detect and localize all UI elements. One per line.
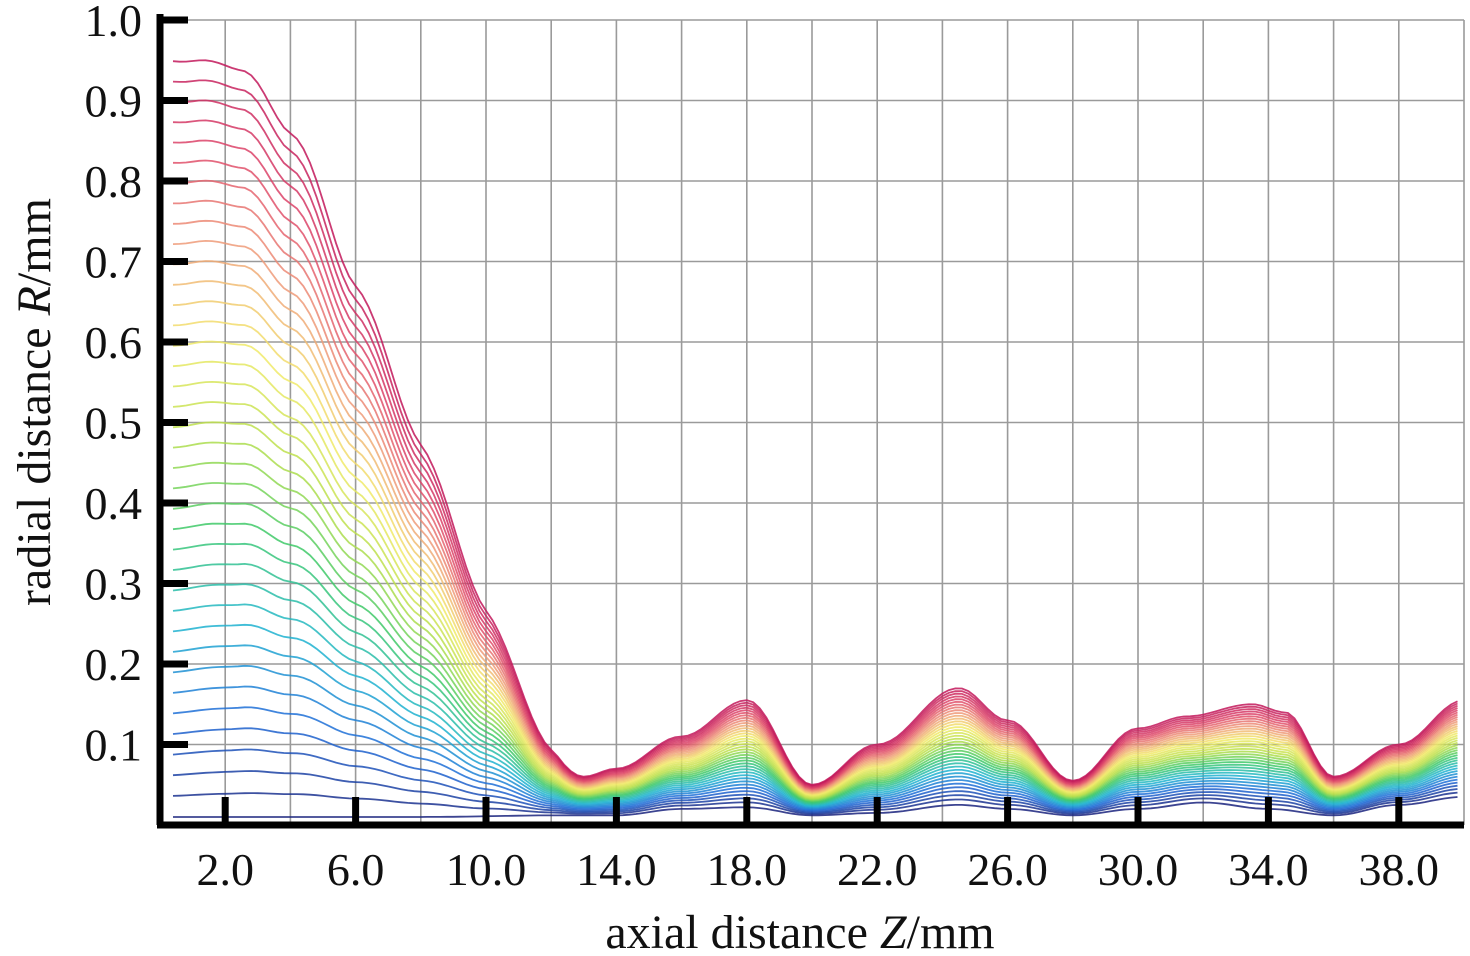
trajectory-line (172, 219, 1458, 792)
x-tick-label: 2.0 (196, 844, 254, 895)
x-tick-label: 10.0 (446, 844, 527, 895)
x-axis-title: axial distance Z/mm (605, 906, 994, 956)
trajectory-line (172, 139, 1458, 789)
y-tick-label: 0.6 (85, 317, 143, 368)
y-tick-label: 0.4 (85, 478, 143, 529)
y-tick-label: 1.0 (85, 0, 143, 46)
trajectory-line (172, 791, 1458, 815)
trajectory-line (172, 748, 1458, 813)
y-tick-label: 0.7 (85, 237, 143, 288)
x-tick-label: 18.0 (707, 844, 788, 895)
y-tick-label: 0.2 (85, 639, 143, 690)
x-tick-labels: 2.0 6.0 10.0 14.0 18.0 22.0 26.0 30.0 34.0 38.0 (196, 844, 1439, 895)
trajectory-line (172, 119, 1458, 788)
trajectory-line (172, 522, 1458, 803)
trajectory-line (173, 199, 1458, 791)
x-tick-label: 26.0 (967, 844, 1048, 895)
x-tick-label: 34.0 (1228, 844, 1309, 895)
trajectory-line (173, 796, 1458, 818)
x-tick-label: 6.0 (327, 844, 385, 895)
trajectory-line (172, 99, 1458, 788)
x-tick-label: 38.0 (1359, 844, 1440, 895)
y-tick-label: 0.3 (85, 559, 143, 610)
y-axis-title: radial distance R/mm (8, 198, 61, 606)
x-tick-label: 14.0 (576, 844, 657, 895)
y-tick-label: 0.5 (85, 398, 143, 449)
trajectory-line (172, 706, 1458, 811)
x-tick-label: 30.0 (1098, 844, 1179, 895)
trajectory-line (173, 179, 1458, 790)
grid (160, 19, 1465, 825)
trajectory-line (172, 727, 1458, 812)
axes (156, 14, 1464, 829)
y-tick-label: 0.9 (85, 76, 143, 127)
trajectory-line (172, 770, 1458, 814)
trajectory-line (172, 59, 1458, 786)
y-tick-label: 0.1 (85, 720, 143, 771)
x-tick-label: 22.0 (837, 844, 918, 895)
trajectory-line (172, 603, 1458, 807)
y-tick-labels: 0.1 0.2 0.3 0.4 0.5 0.6 0.7 0.8 0.9 1.0 (85, 0, 143, 771)
trajectories (172, 59, 1458, 818)
trajectory-line (172, 685, 1458, 810)
y-tick-label: 0.8 (85, 156, 143, 207)
